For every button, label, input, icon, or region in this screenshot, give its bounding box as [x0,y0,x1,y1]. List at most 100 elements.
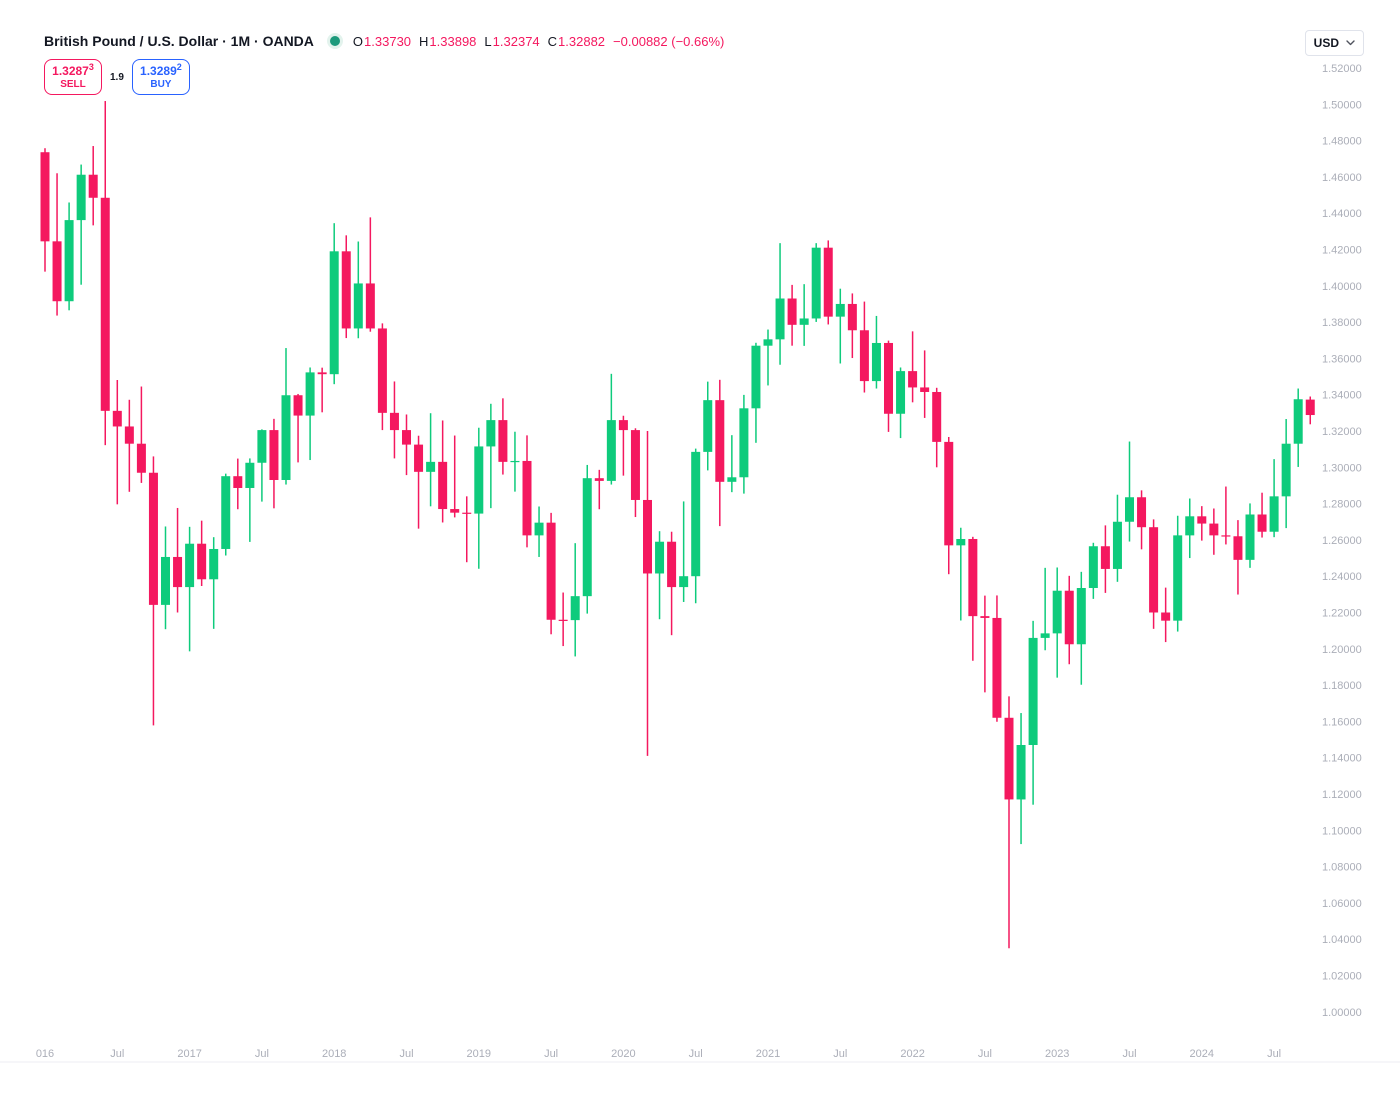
candle[interactable] [281,348,291,485]
candle[interactable] [173,507,183,613]
candle[interactable] [329,223,339,385]
candle[interactable] [1100,525,1110,593]
candle[interactable] [365,217,375,332]
candle[interactable] [932,387,942,468]
candle[interactable] [1125,441,1134,542]
candle[interactable] [655,531,665,620]
candle[interactable] [269,418,279,509]
candle[interactable] [667,531,677,636]
sell-button[interactable]: 1.32873 SELL [44,59,102,96]
candle[interactable] [835,288,845,364]
candle[interactable] [1269,459,1279,538]
candle[interactable] [811,243,821,322]
candle[interactable] [1305,396,1315,425]
candle[interactable] [1197,506,1207,541]
candle[interactable] [1004,696,1014,949]
candle[interactable] [1185,498,1195,559]
candle[interactable] [884,340,893,432]
candle[interactable] [124,399,134,492]
candle[interactable] [980,595,990,693]
buy-button[interactable]: 1.32892 BUY [131,59,190,96]
candle[interactable] [1112,494,1122,582]
candle[interactable] [341,235,351,339]
candle[interactable] [847,293,857,359]
candle[interactable] [209,537,219,629]
candle[interactable] [727,435,737,493]
candle[interactable] [52,173,62,316]
candle[interactable] [1233,520,1243,595]
candle[interactable] [450,435,460,518]
candle[interactable] [389,381,399,459]
candle[interactable] [1040,567,1050,651]
candle[interactable] [992,595,1002,722]
candle[interactable] [643,431,652,756]
candle[interactable] [510,431,520,492]
candle[interactable] [414,435,424,529]
candle[interactable] [462,496,472,563]
candle[interactable] [522,435,532,548]
candle[interactable] [1052,567,1062,678]
candle[interactable] [353,241,363,339]
candle[interactable] [896,367,906,439]
candle[interactable] [64,202,74,311]
candle[interactable] [136,386,146,483]
candle[interactable] [257,429,267,502]
candle[interactable] [1016,713,1026,845]
candle[interactable] [1064,575,1074,665]
candle[interactable] [148,456,158,726]
candle[interactable] [558,592,568,647]
candle[interactable] [594,469,604,510]
candlestick-series[interactable] [40,101,1315,949]
candle[interactable] [221,473,231,556]
candle[interactable] [185,526,195,652]
candle[interactable] [377,323,387,431]
candle[interactable] [498,398,508,475]
candle[interactable] [1209,508,1219,555]
candle[interactable] [76,164,86,285]
candle[interactable] [1221,486,1231,545]
candle[interactable] [1281,419,1291,529]
candle[interactable] [582,464,592,614]
candle[interactable] [1088,542,1098,599]
candle[interactable] [40,148,50,272]
candle[interactable] [1257,492,1267,538]
candle[interactable] [305,367,315,461]
candle[interactable] [763,329,773,386]
candle[interactable] [679,501,689,602]
candle[interactable] [739,394,749,494]
candle[interactable] [1137,490,1147,550]
candle[interactable] [534,506,544,557]
candle[interactable] [775,243,785,365]
candle[interactable] [908,331,918,403]
symbol-title[interactable]: British Pound / U.S. Dollar · 1M · OANDA [44,33,314,49]
candle[interactable] [956,527,966,621]
candle[interactable] [486,403,496,509]
candle[interactable] [630,428,640,518]
currency-dropdown[interactable]: USD [1304,30,1364,56]
candle[interactable] [233,458,243,510]
candle[interactable] [859,301,869,393]
candle[interactable] [944,436,954,575]
candle[interactable] [1028,620,1038,805]
candle[interactable] [161,526,170,630]
candle[interactable] [438,420,448,523]
candle[interactable] [618,415,628,476]
candle[interactable] [1245,503,1255,568]
candle[interactable] [871,315,881,389]
candle[interactable] [787,284,797,346]
candle[interactable] [100,101,110,446]
candle[interactable] [703,381,713,471]
candle[interactable] [317,367,327,413]
time-axis[interactable]: 016 Jul 2017 Jul 2018 Jul 2019 Jul 2020 Jul 2021 Ju… [36,1048,1281,1060]
candle[interactable] [606,373,616,485]
candle[interactable] [715,379,725,527]
candle[interactable] [88,146,98,226]
candle[interactable] [402,414,411,476]
market-status-icon[interactable] [329,36,340,46]
candle[interactable] [1173,515,1183,632]
candle[interactable] [1149,519,1159,629]
candle[interactable] [245,458,255,542]
candle[interactable] [426,413,436,507]
candle[interactable] [546,512,556,635]
